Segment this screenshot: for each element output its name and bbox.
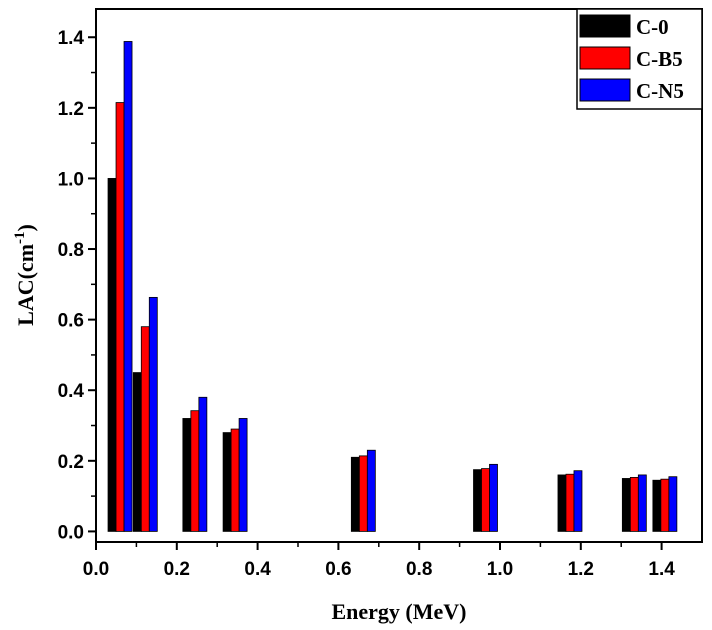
bar-c-0-5 (473, 469, 482, 532)
y-tick-label: 0.2 (58, 452, 84, 473)
bar-c-0-8 (652, 479, 662, 532)
legend-label-c-0: C-0 (636, 15, 669, 39)
y-tick-label: 1.4 (58, 28, 85, 49)
y-tick-label: 1.2 (58, 99, 84, 120)
x-tick-label: 1.2 (568, 559, 594, 580)
legend-swatch-c-0 (579, 14, 631, 38)
bar-c-b5-5 (481, 468, 490, 532)
y-axis: 0.0 0.2 0.4 0.6 0.8 1.0 1.2 1.4 (58, 28, 96, 543)
x-tick-label: 0.0 (83, 559, 109, 580)
x-axis-title: Energy (MeV) (331, 599, 466, 624)
bar-c-0-3 (222, 432, 232, 532)
bar-c-0-6 (557, 474, 567, 532)
bar-c-n5-4 (366, 449, 376, 532)
x-axis: 0.0 0.2 0.4 0.6 0.8 1.0 1.2 1.4 (83, 542, 675, 580)
legend-label-c-b5: C-B5 (636, 47, 683, 71)
bar-c-b5-7 (629, 476, 639, 532)
bar-c-n5-7 (637, 474, 647, 532)
bar-c-n5-3 (238, 418, 248, 532)
bar-c-b5-6 (565, 473, 575, 532)
legend-swatch-c-n5 (579, 78, 631, 102)
bar-c-0-4 (350, 456, 360, 532)
y-tick-label: 0.8 (58, 240, 84, 261)
legend-swatch-c-b5 (579, 46, 631, 70)
bar-c-0-7 (621, 478, 631, 532)
x-tick-label: 1.4 (648, 559, 675, 580)
y-axis-title-main: LAC(cm (13, 244, 38, 326)
bar-c-n5-2 (198, 396, 208, 532)
bar-c-n5-8 (668, 476, 678, 532)
bar-c-n5-0 (123, 41, 133, 532)
bar-c-0-0 (107, 178, 117, 532)
bar-c-n5-6 (573, 470, 583, 532)
bar-c-n5-5 (489, 463, 498, 532)
y-axis-title-close: ) (13, 224, 38, 231)
y-tick-label: 1.0 (58, 169, 84, 190)
bar-c-b5-4 (358, 455, 368, 532)
bar-c-b5-0 (115, 102, 125, 532)
y-axis-title-sup: -1 (12, 231, 28, 244)
bar-c-b5-1 (140, 326, 150, 532)
y-tick-label: 0.0 (58, 522, 84, 543)
bar-c-n5-1 (148, 296, 158, 532)
bar-c-b5-8 (660, 478, 670, 532)
legend: C-0 C-B5 C-N5 (576, 8, 703, 110)
x-tick-label: 0.8 (406, 559, 432, 580)
bar-c-b5-3 (230, 428, 240, 532)
x-tick-label: 0.6 (325, 559, 351, 580)
legend-label-c-n5: C-N5 (636, 79, 684, 103)
y-tick-label: 0.4 (58, 381, 85, 402)
bar-c-0-2 (182, 418, 192, 532)
bars-group (107, 41, 678, 532)
x-tick-label: 0.2 (164, 559, 190, 580)
x-tick-label: 1.0 (487, 559, 513, 580)
y-tick-label: 0.6 (58, 311, 84, 332)
y-axis-title: LAC(cm-1) (12, 224, 38, 326)
x-tick-label: 0.4 (244, 559, 271, 580)
bar-c-b5-2 (190, 410, 200, 532)
bar-c-0-1 (132, 372, 142, 532)
plot-frame (95, 8, 703, 543)
